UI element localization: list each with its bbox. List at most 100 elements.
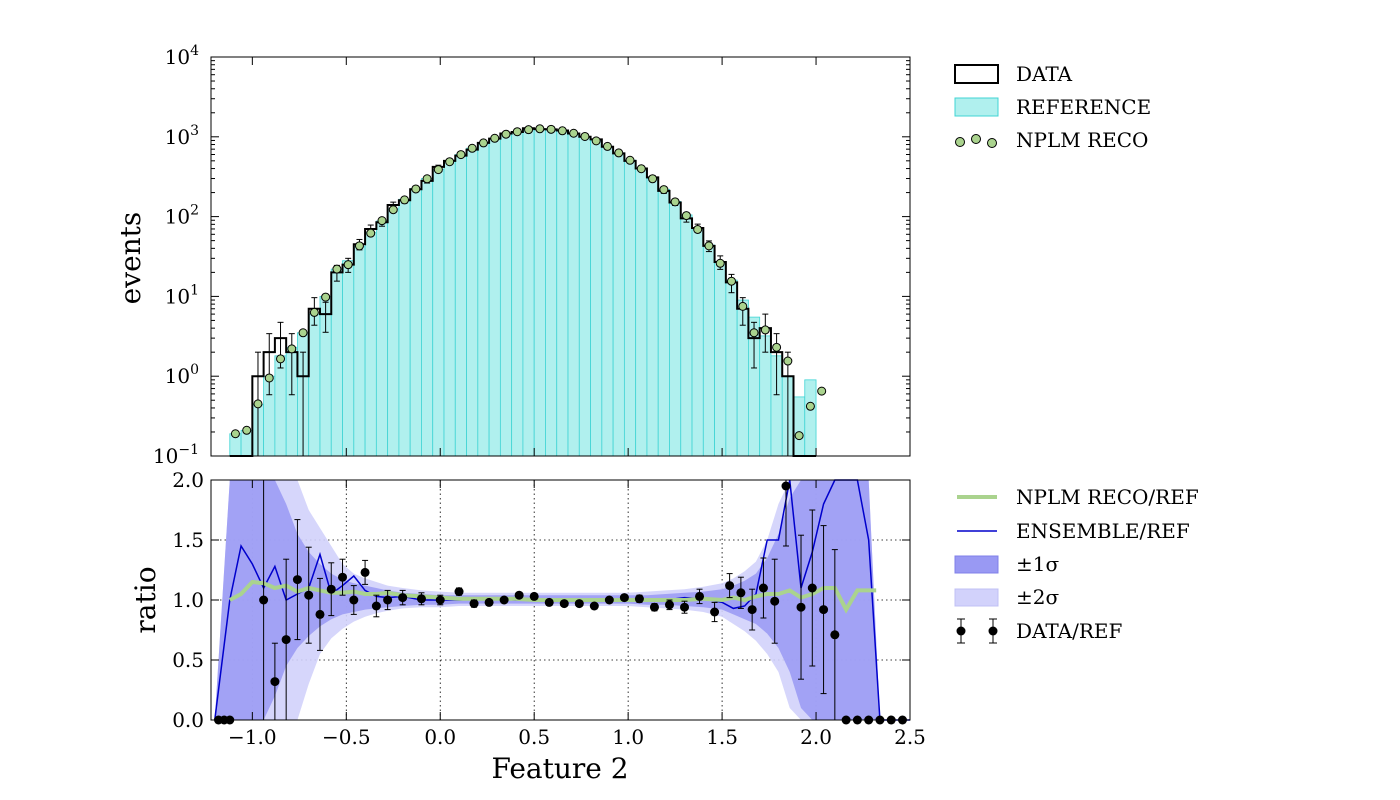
legend-swatch-reference <box>954 97 999 117</box>
y-tick-label: 102 <box>165 203 199 229</box>
reference-bar <box>398 198 411 457</box>
reference-histogram <box>229 128 817 457</box>
reference-bar <box>511 131 524 457</box>
nplm-reco-point <box>433 165 443 175</box>
legend-item-ensemble: ENSEMBLE/REF <box>957 519 1190 543</box>
reference-bar <box>499 133 513 457</box>
data-ratio-point <box>559 599 569 609</box>
nplm-reco-point <box>625 155 635 165</box>
nplm-reco-point <box>659 185 669 195</box>
data-ratio-point <box>781 481 791 491</box>
nplm-reco-point <box>715 258 725 268</box>
nplm-reco-point <box>704 241 714 251</box>
nplm-reco-point <box>648 174 658 184</box>
reference-bar <box>691 228 704 457</box>
reference-bar <box>409 188 422 457</box>
reference-bar <box>578 136 591 457</box>
bottom-x-ticks: −1.0 −0.5 0.0 0.5 1.0 1.5 2.0 2.5 <box>228 480 926 749</box>
x-tick-label: 2.5 <box>894 725 926 749</box>
data-ratio-point <box>469 599 479 609</box>
y-tick-label: 100 <box>165 362 199 388</box>
reference-bar <box>330 268 343 457</box>
data-ratio-point <box>770 596 780 606</box>
data-ratio-point <box>819 605 829 615</box>
legend-swatch-band1 <box>954 555 999 574</box>
reference-bar <box>702 244 715 457</box>
data-ratio-point <box>383 595 393 605</box>
reference-bar <box>714 261 727 457</box>
nplm-reco-point <box>591 136 601 146</box>
legend-swatch-data <box>954 64 999 84</box>
legend-item-band1: ±1σ <box>954 552 1059 576</box>
data-ratio-point <box>736 588 746 598</box>
data-ratio-point <box>259 595 269 605</box>
legend-item-data-ratio: DATA/REF <box>956 618 1122 644</box>
legend-swatch-band2 <box>954 588 999 607</box>
data-ratio-point <box>326 584 336 594</box>
reference-bar <box>342 260 355 457</box>
y-tick-label: 1.5 <box>172 528 204 552</box>
reference-bar <box>533 128 546 457</box>
nplm-reco-point <box>388 205 398 215</box>
data-ratio-point <box>589 601 599 611</box>
data-ratio-point <box>710 607 720 617</box>
reference-bar <box>567 132 580 457</box>
top-panel: 10−1 100 101 102 103 104 events <box>114 43 911 468</box>
x-tick-label: −1.0 <box>228 725 277 749</box>
top-plot-frame <box>210 56 911 457</box>
reference-bar <box>308 313 321 457</box>
nplm-reco-point <box>377 216 387 226</box>
reference-bar <box>466 147 479 457</box>
reference-bar <box>601 145 614 457</box>
top-y-axis-label: events <box>114 212 147 305</box>
nplm-reco-point <box>749 328 759 338</box>
nplm-reco-point <box>230 429 240 439</box>
reference-bar <box>274 355 287 457</box>
reference-bar <box>375 220 389 457</box>
nplm-reco-point <box>321 292 331 302</box>
nplm-reco-point <box>636 164 646 174</box>
nplm-reco-point <box>309 307 319 317</box>
nplm-reco-point <box>772 342 782 352</box>
data-ratio-point <box>435 595 445 605</box>
nplm-reco-point <box>760 325 770 335</box>
nplm-reco-point <box>557 126 567 136</box>
reference-bar <box>657 188 670 457</box>
bottom-y-ticks: 0.0 0.5 1.0 1.5 2.0 <box>172 468 910 732</box>
legend-label-band2: ±2σ <box>1016 585 1059 609</box>
top-legend: DATA REFERENCE NPLM RECO <box>954 62 1151 152</box>
data-ratio-point <box>338 572 348 582</box>
data-ratio-point <box>574 599 584 609</box>
data-ratio-point <box>315 609 325 619</box>
nplm-reco-point <box>478 138 488 148</box>
nplm-reco-point <box>602 141 612 151</box>
nplm-reco-point <box>276 354 286 364</box>
data-ratio-point <box>807 583 817 593</box>
data-ratio-point <box>649 602 659 612</box>
nplm-reco-point <box>354 241 364 251</box>
data-ratio-point <box>281 635 291 645</box>
top-y-ticks: 10−1 100 101 102 103 104 <box>153 43 910 468</box>
nplm-reco-point <box>817 386 827 396</box>
nplm-reco-point <box>524 125 534 135</box>
y-tick-label: 103 <box>165 123 199 149</box>
reference-bar <box>635 168 648 457</box>
nplm-reco-point <box>501 129 511 139</box>
legend-item-nplm-reco: NPLM RECO <box>955 128 1148 152</box>
top-x-ticks <box>251 57 911 456</box>
nplm-reco-points <box>230 124 827 441</box>
bottom-panel: 0.0 0.5 1.0 1.5 2.0 −1.0 −0.5 0.0 0.5 1.0 1.5 2.0 2… <box>129 468 926 785</box>
nplm-reco-point <box>783 356 793 366</box>
nplm-reco-point <box>242 425 252 435</box>
nplm-reco-point <box>738 301 748 311</box>
data-ratio-point <box>416 594 426 604</box>
nplm-reco-point <box>366 228 376 238</box>
bottom-y-axis-label: ratio <box>129 566 162 633</box>
reference-bar <box>680 214 693 457</box>
data-ratio-points <box>214 479 907 725</box>
data-ratio-point <box>747 605 757 615</box>
legend-item-band2: ±2σ <box>954 585 1059 609</box>
data-ratio-point <box>544 597 554 607</box>
legend-item-data: DATA <box>954 62 1073 86</box>
